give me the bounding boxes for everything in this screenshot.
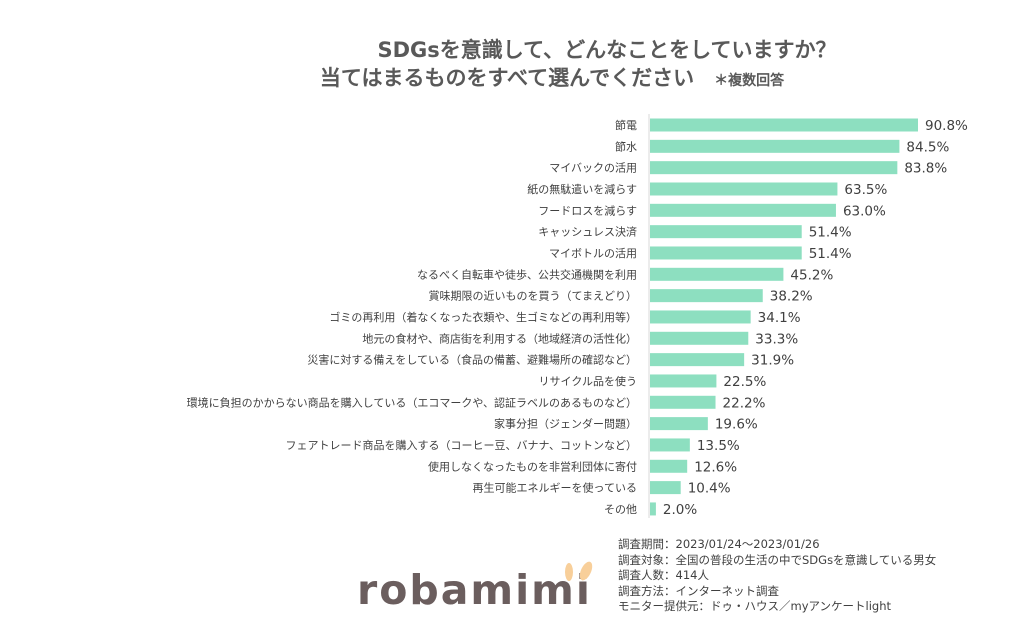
value-label: 13.5% (697, 438, 740, 454)
value-label: 31.9% (751, 353, 794, 369)
survey-method: 調査方法：インターネット調査 (618, 583, 779, 598)
category-label: 地元の食材や、商店街を利用する（地域経済の活性化） (362, 331, 637, 345)
bar (650, 438, 690, 452)
value-label: 22.5% (723, 374, 766, 390)
bar (650, 481, 681, 495)
bar (650, 289, 763, 303)
category-label: フェアトレード商品を購入する（コーヒー豆、バナナ、コットンなど） (286, 438, 637, 452)
survey-info: 調査期間：2023/01/24～2023/01/26 調査対象：全国の普段の生活… (618, 537, 936, 615)
survey-period: 調査期間：2023/01/24～2023/01/26 (618, 537, 820, 551)
value-label: 34.1% (758, 310, 801, 326)
category-label: 環境に負担のかからない商品を購入している（エコマークや、認証ラベルのあるものなど… (187, 395, 637, 409)
value-label: 51.4% (809, 246, 852, 262)
bar (650, 203, 836, 217)
chart-subtitle: 当てはまるものをすべて選んでください ＊複数回答 (40, 62, 1024, 92)
robamimi-logo: robamimi (357, 566, 592, 614)
category-label: 再生可能エネルギーを使っている (473, 481, 637, 495)
bar (650, 118, 918, 132)
bar (650, 395, 716, 409)
category-label: 災害に対する備えをしている（食品の備蓄、避難場所の確認など） (307, 353, 637, 367)
bar (650, 374, 717, 388)
bar (650, 182, 838, 196)
value-label: 63.5% (844, 182, 887, 198)
category-label: 使用しなくなったものを非営利団体に寄付 (428, 459, 637, 473)
category-label: 賞味期限の近いものを買う（てまえどり） (429, 290, 637, 303)
survey-provider: モニター提供元：ドゥ・ハウス／myアンケートlight (618, 599, 892, 613)
value-label: 84.5% (906, 139, 949, 155)
value-label: 90.8% (925, 118, 968, 134)
category-label: なるべく自転車や徒歩、公共交通機関を利用 (417, 267, 637, 281)
bar (650, 353, 745, 367)
subtitle-text: 当てはまるものをすべて選んでください (319, 66, 695, 90)
survey-count: 調査人数：414人 (618, 568, 709, 582)
category-label: キャッシュレス決済 (538, 225, 637, 239)
value-label: 12.6% (694, 459, 737, 475)
value-label: 22.2% (723, 395, 766, 411)
rabbit-ears-icon (565, 561, 593, 581)
bar (650, 417, 708, 431)
survey-target: 調査対象：全国の普段の生活の中でSDGsを意識している男女 (618, 552, 937, 567)
category-label: 節電 (615, 118, 637, 132)
category-label: その他 (604, 503, 637, 516)
multiple-answer-note: ＊複数回答 (714, 73, 785, 89)
bar (650, 246, 802, 260)
value-label: 2.0% (663, 502, 697, 518)
category-label: 紙の無駄遣いを減らす (527, 182, 637, 196)
chart-title: SDGsを意識して、どんなことをしていますか？ (377, 38, 837, 62)
bar (650, 161, 898, 175)
value-label: 63.0% (843, 203, 886, 219)
category-label: フードロスを減らす (538, 203, 637, 217)
bar (650, 310, 751, 324)
value-label: 19.6% (715, 417, 758, 433)
value-label: 10.4% (688, 481, 731, 497)
category-label: 節水 (615, 139, 637, 153)
bar (650, 502, 656, 516)
bar (650, 459, 688, 473)
value-label: 51.4% (809, 225, 852, 241)
value-label: 33.3% (755, 331, 798, 347)
value-label: 38.2% (770, 289, 813, 305)
category-label: 家事分担（ジェンダー問題） (494, 417, 637, 431)
category-label: ゴミの再利用（着なくなった衣類や、生ゴミなどの再利用等） (329, 310, 637, 324)
bar (650, 267, 784, 281)
category-label: マイボトルの活用 (549, 247, 637, 260)
value-label: 83.8% (904, 161, 947, 177)
category-label: リサイクル品を使う (539, 375, 637, 388)
value-label: 45.2% (790, 267, 833, 283)
bar (650, 139, 900, 153)
category-label: マイバックの活用 (549, 162, 637, 175)
bar (650, 225, 802, 239)
bar-chart: 節電 90.8% 節水 84.5% マイバックの活用 83.8% 紙の無駄遣いを減らす 63.… (187, 114, 968, 518)
bar (650, 331, 749, 345)
